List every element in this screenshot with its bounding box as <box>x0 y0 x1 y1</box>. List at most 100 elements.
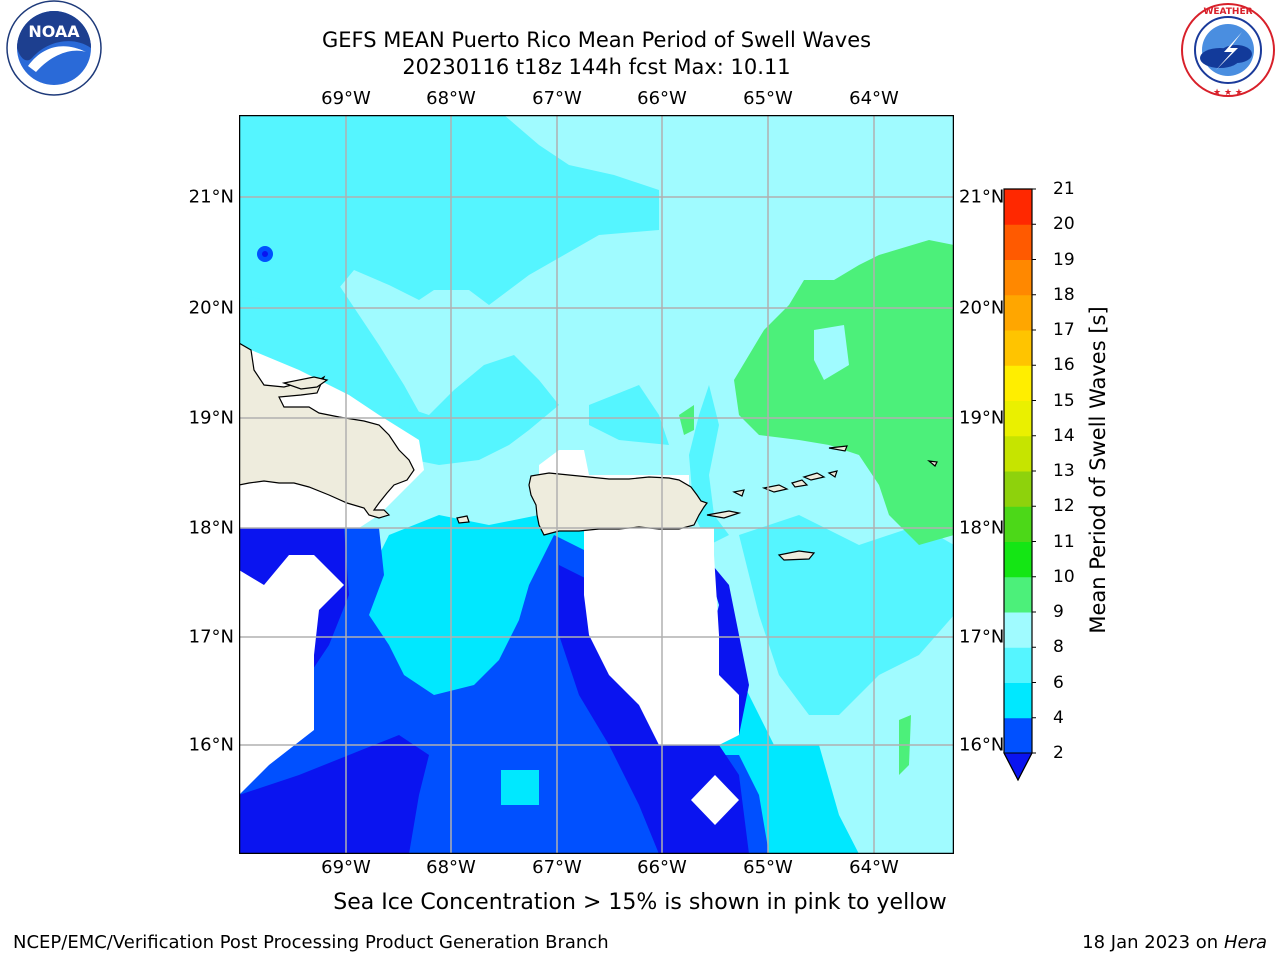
lat-tick-right: 16°N <box>959 734 1005 756</box>
no-data-diamond <box>691 775 739 825</box>
colorbar-swatch <box>1004 682 1032 719</box>
field-4-6s-patch <box>501 770 539 805</box>
land-anegada <box>827 470 838 478</box>
colorbar-swatch <box>1004 541 1032 578</box>
colorbar-swatch <box>1004 224 1032 260</box>
colorbar-extend-triangle <box>1003 752 1033 782</box>
land-tortola <box>802 472 826 481</box>
colorbar-tick-label: 17 <box>1053 320 1075 340</box>
colorbar-swatch <box>1004 506 1032 542</box>
colorbar-tick-label: 21 <box>1053 179 1075 199</box>
lon-tick-bottom: 64°W <box>849 857 899 878</box>
lat-tick-left: 21°N <box>188 186 234 208</box>
lon-tick-bottom: 67°W <box>532 857 582 878</box>
colorbar-tick-label: 9 <box>1053 602 1064 622</box>
land-st-john <box>791 479 809 488</box>
colorbar-swatch <box>1004 435 1032 472</box>
svg-text:WEATHER: WEATHER <box>1203 7 1252 17</box>
colorbar-swatch <box>1004 717 1032 754</box>
colorbar-tick-label: 16 <box>1053 355 1075 376</box>
land-hispaniola-tail <box>281 376 329 390</box>
colorbar-tick-label: 10 <box>1053 566 1075 587</box>
field-below-2s-s <box>239 735 429 854</box>
colorbar-swatch <box>1004 576 1032 613</box>
colorbar-tick-label: 12 <box>1053 496 1075 517</box>
colorbar-tick-label: 15 <box>1053 390 1075 411</box>
colorbar-swatch <box>1004 647 1032 683</box>
colorbar-swatch <box>1004 189 1032 225</box>
noaa-logo-icon: NOAA <box>6 0 102 96</box>
land-st-martin <box>927 460 938 467</box>
no-data-west <box>239 555 344 795</box>
colorbar-swatch <box>1004 330 1032 366</box>
lat-tick-left: 18°N <box>188 517 234 539</box>
map-title-line2: 20230116 t18z 144h fcst Max: 10.11 <box>402 55 791 79</box>
lat-tick-left: 17°N <box>188 626 234 648</box>
lat-tick-left: 19°N <box>188 407 234 429</box>
nws-logo-icon: WEATHER ★ ★ ★ <box>1181 3 1275 98</box>
colorbar-swatch <box>1004 612 1032 648</box>
field-6-8s-center <box>589 385 669 445</box>
colorbar-tick-label: 13 <box>1053 461 1075 481</box>
footer-credit: NCEP/EMC/Verification Post Processing Pr… <box>13 932 609 953</box>
colorbar <box>1003 188 1036 782</box>
field-9-10s-east <box>734 240 954 545</box>
colorbar-tick-label: 14 <box>1053 425 1075 446</box>
colorbar-tick-label: 11 <box>1053 531 1075 552</box>
lon-tick-top: 64°W <box>849 88 899 109</box>
footer-date: 18 Jan 2023 on Hera <box>1082 932 1267 953</box>
field-9-10s-blob <box>679 405 694 435</box>
colorbar-tick-label: 18 <box>1053 284 1075 305</box>
footer-machine: Hera <box>1223 932 1267 953</box>
map-title-line1: GEFS MEAN Puerto Rico Mean Period of Swe… <box>321 28 872 52</box>
colorbar-swatch <box>1004 365 1032 401</box>
field-6-8s-north <box>239 115 659 325</box>
lon-tick-bottom: 66°W <box>637 857 687 878</box>
lat-tick-left: 20°N <box>188 297 234 319</box>
colorbar-title: Mean Period of Swell Waves [s] <box>1086 306 1110 634</box>
lon-tick-top: 66°W <box>637 88 687 109</box>
colorbar-tick-label: 20 <box>1053 214 1075 235</box>
field-4-6s-se <box>759 745 859 854</box>
lat-tick-right: 19°N <box>959 407 1005 429</box>
land-st-croix <box>777 550 816 561</box>
svg-text:★ ★ ★: ★ ★ ★ <box>1213 88 1243 98</box>
land-st-thomas <box>761 484 789 493</box>
lon-tick-bottom: 68°W <box>426 857 476 878</box>
colorbar-tick-label: 4 <box>1053 707 1064 728</box>
colorbar-swatch <box>1004 259 1032 296</box>
lat-tick-right: 18°N <box>959 517 1005 539</box>
lat-tick-right: 17°N <box>959 626 1005 648</box>
field-6-8s-se <box>739 515 954 715</box>
lon-tick-top: 65°W <box>743 88 793 109</box>
land-anguilla <box>828 445 848 452</box>
lon-tick-bottom: 69°W <box>321 857 371 878</box>
footer-date-text: 18 Jan 2023 on <box>1082 932 1224 953</box>
lat-tick-right: 20°N <box>959 297 1005 319</box>
lon-tick-bottom: 65°W <box>743 857 793 878</box>
colorbar-tick-label: 8 <box>1053 637 1064 658</box>
lon-tick-top: 67°W <box>532 88 582 109</box>
field-6-8s-mid <box>399 355 559 465</box>
colorbar-tick-label: 6 <box>1053 672 1064 693</box>
svg-text:NOAA: NOAA <box>28 22 80 41</box>
lat-tick-left: 16°N <box>188 734 234 756</box>
colorbar-tick-label: 2 <box>1053 743 1064 763</box>
colorbar-tick-label: 19 <box>1053 249 1075 270</box>
land-vieques <box>706 510 742 519</box>
land-puerto-rico <box>528 472 708 536</box>
map-frame <box>239 115 954 854</box>
land-mona-island <box>456 515 470 524</box>
field-8-9s-hole <box>814 325 849 380</box>
sea-ice-caption: Sea Ice Concentration > 15% is shown in … <box>333 890 947 915</box>
colorbar-swatch <box>1004 400 1032 437</box>
colorbar-swatch <box>1004 471 1032 507</box>
swell-period-map <box>239 115 954 854</box>
map-gridlines <box>239 115 954 854</box>
lat-tick-right: 21°N <box>959 186 1005 208</box>
lon-tick-top: 69°W <box>321 88 371 109</box>
field-6-8s-west <box>239 285 429 445</box>
colorbar-swatch <box>1004 294 1032 331</box>
land-culebra <box>732 489 745 497</box>
lon-tick-top: 68°W <box>426 88 476 109</box>
